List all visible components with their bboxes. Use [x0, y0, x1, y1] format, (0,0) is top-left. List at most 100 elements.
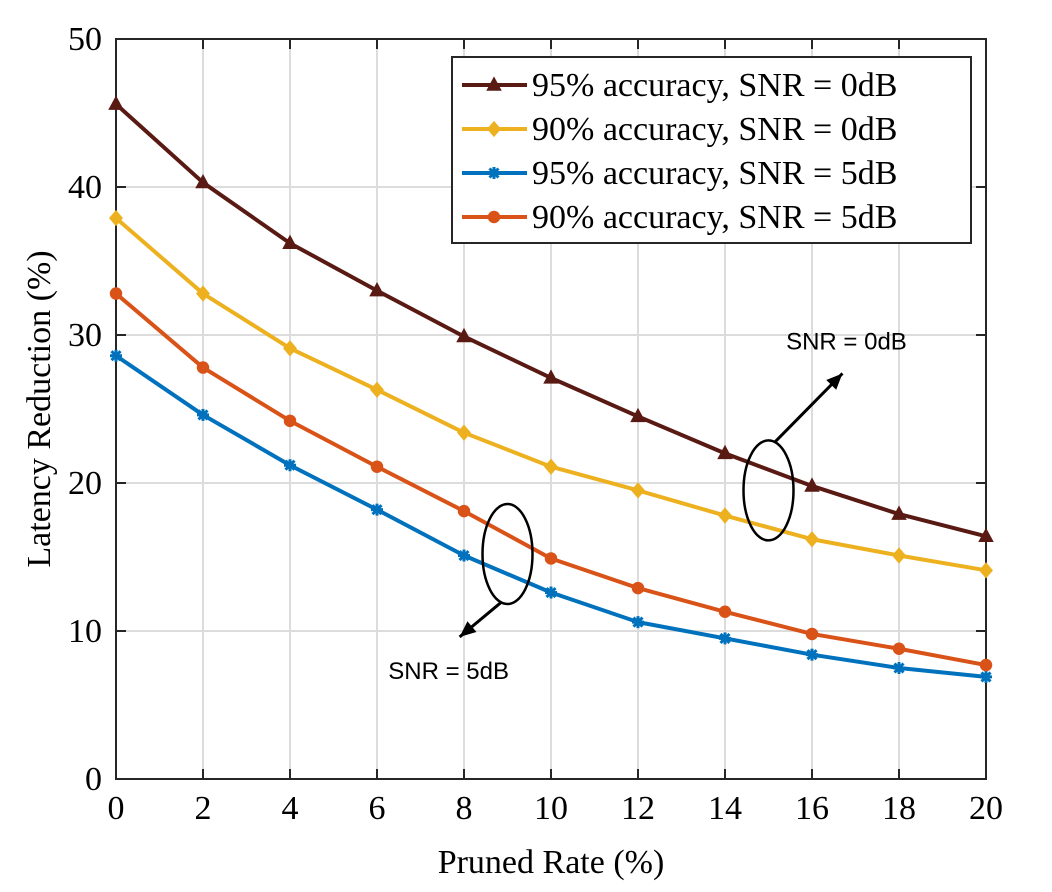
- series-4: [109, 287, 993, 672]
- ticks: 0 2 4 6 8 10 12 14 16 18 20 0 10 20 30 40 50: [68, 21, 1003, 827]
- legend-swatch-marker: [487, 120, 501, 138]
- data-point: [110, 349, 122, 362]
- data-point: [630, 407, 646, 423]
- legend-box: [451, 56, 972, 244]
- legend-swatch-marker: [486, 76, 502, 91]
- data-point: [979, 658, 993, 672]
- y-tick-label: 50: [68, 21, 102, 58]
- x-tick-label: 8: [456, 790, 473, 827]
- data-point: [284, 459, 296, 472]
- data-point: [282, 234, 298, 249]
- annotation-2: SNR = 5dB: [388, 502, 534, 685]
- data-point: [370, 460, 384, 473]
- data-point: [196, 361, 210, 374]
- legend-item: 95% accuracy, SNR = 5dB: [462, 155, 897, 192]
- annotation-ellipse: [481, 502, 534, 606]
- x-tick-label: 14: [708, 790, 742, 827]
- data-point: [631, 482, 645, 499]
- marker-stroke: [488, 167, 500, 179]
- legend-swatch-marker: [488, 167, 500, 179]
- marker-stroke: [719, 632, 731, 644]
- legend-label: 95% accuracy, SNR = 5dB: [532, 155, 897, 192]
- data-point: [893, 662, 905, 674]
- x-tick-label: 4: [282, 790, 299, 827]
- marker-stroke: [110, 350, 122, 362]
- series-2: [109, 209, 993, 579]
- data-point: [717, 444, 733, 460]
- x-axis-title: Pruned Rate (%): [438, 844, 665, 881]
- data-point: [458, 549, 470, 562]
- data-point: [195, 173, 211, 189]
- x-tick-label: 16: [795, 790, 829, 827]
- data-point: [806, 648, 818, 661]
- marker-stroke: [458, 549, 470, 562]
- data-point: [980, 670, 992, 683]
- data-point: [457, 504, 471, 518]
- legend-label: 95% accuracy, SNR = 0dB: [532, 67, 897, 104]
- arrow-shaft: [773, 372, 844, 444]
- x-tick-label: 20: [969, 790, 1003, 827]
- series-1: [108, 95, 994, 543]
- data-point: [892, 642, 906, 656]
- data-point: [632, 616, 644, 629]
- legend-swatch-marker: [487, 210, 501, 224]
- series-3: [110, 349, 992, 683]
- legend: 95% accuracy, SNR = 0dB 90% accuracy, SNR…: [451, 56, 972, 244]
- legend-item: 90% accuracy, SNR = 5dB: [462, 199, 897, 236]
- data-point: [805, 627, 819, 641]
- y-tick-label: 20: [68, 465, 102, 502]
- data-point: [456, 327, 472, 343]
- legend-label: 90% accuracy, SNR = 0dB: [532, 111, 897, 148]
- data-point: [892, 547, 906, 564]
- marker-stroke: [806, 649, 818, 661]
- annotation-arrow: [773, 372, 844, 444]
- data-point: [891, 505, 907, 520]
- arrow-head: [826, 373, 843, 390]
- data-point: [370, 381, 384, 398]
- marker-stroke: [980, 671, 992, 683]
- annotation-label: SNR = 0dB: [786, 328, 907, 355]
- legend-item: 90% accuracy, SNR = 0dB: [462, 111, 897, 148]
- y-tick-label: 40: [68, 169, 102, 206]
- data-point: [197, 408, 209, 421]
- x-tick-label: 18: [882, 790, 916, 827]
- annotations: SNR = 0dB SNR = 5dB: [388, 328, 907, 684]
- x-tick-label: 2: [195, 790, 212, 827]
- y-tick-label: 30: [68, 317, 102, 354]
- y-tick-label: 10: [68, 613, 102, 650]
- data-point: [805, 531, 819, 548]
- data-point: [979, 562, 993, 579]
- marker-stroke: [545, 586, 557, 599]
- annotation-arrow: [458, 600, 503, 639]
- arrow-head: [459, 621, 477, 637]
- x-tick-label: 12: [621, 790, 655, 827]
- data-point: [978, 527, 994, 543]
- data-point: [545, 586, 557, 599]
- marker-stroke: [371, 504, 383, 516]
- data-point: [719, 632, 731, 645]
- data-point: [196, 285, 210, 302]
- data-point: [283, 340, 297, 357]
- data-point: [804, 477, 820, 492]
- annotation-1: SNR = 0dB: [742, 328, 907, 542]
- x-tick-label: 6: [369, 790, 386, 827]
- data-point: [718, 507, 732, 524]
- series-layer: [108, 95, 994, 683]
- data-point: [544, 458, 558, 475]
- annotation-label: SNR = 5dB: [388, 658, 509, 685]
- marker-stroke: [284, 459, 296, 471]
- data-point: [544, 552, 558, 565]
- marker-stroke: [197, 409, 209, 421]
- legend-item: 95% accuracy, SNR = 0dB: [462, 67, 897, 104]
- data-point: [109, 287, 123, 300]
- data-point: [283, 414, 297, 428]
- data-point: [108, 95, 124, 110]
- annotation-ellipse: [742, 439, 795, 542]
- data-point: [369, 282, 385, 297]
- data-point: [543, 369, 559, 384]
- data-point: [371, 503, 383, 516]
- data-point: [109, 209, 123, 227]
- x-tick-label: 10: [534, 790, 568, 827]
- marker-stroke: [893, 662, 905, 674]
